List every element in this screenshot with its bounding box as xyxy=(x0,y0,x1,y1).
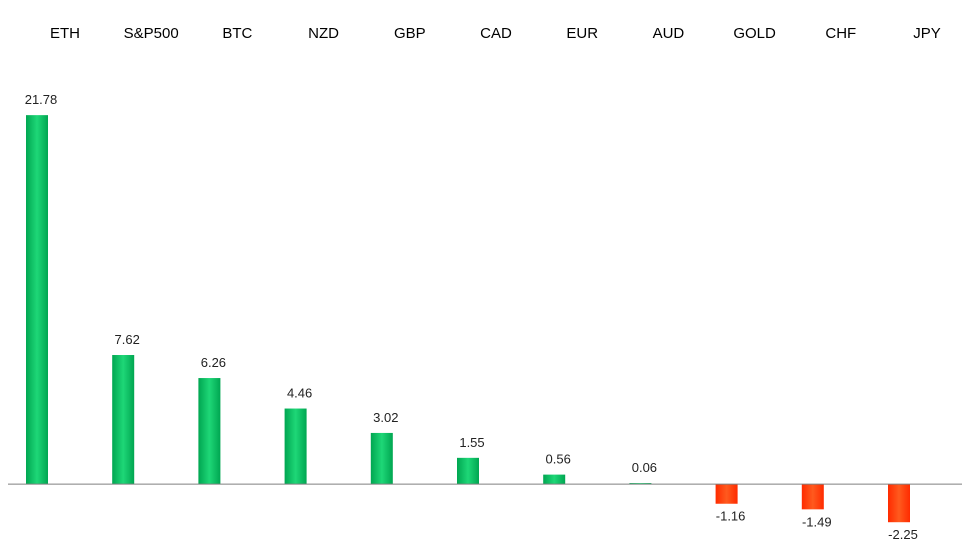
category-label-gold: GOLD xyxy=(733,25,776,42)
bar-s-p500 xyxy=(112,355,135,485)
value-label-gbp: 3.02 xyxy=(373,410,398,425)
category-label-gbp: GBP xyxy=(394,25,426,42)
bar-gold xyxy=(715,484,738,504)
value-label-gold: -1.16 xyxy=(716,509,746,524)
bar-aud xyxy=(629,483,652,485)
bar-btc xyxy=(198,378,221,485)
category-label-nzd: NZD xyxy=(308,25,339,42)
bar-cad xyxy=(457,457,479,485)
category-label-aud: AUD xyxy=(653,25,685,42)
value-label-chf: -1.49 xyxy=(802,514,832,529)
category-labels: ETH S&P500 BTC NZD GBP CAD EUR AUD GOLD CHF JPY xyxy=(50,25,941,42)
category-label-eur: EUR xyxy=(566,25,598,42)
bar-eth xyxy=(26,115,48,485)
value-label-eth: 21.78 xyxy=(25,92,58,107)
value-label-eur: 0.56 xyxy=(546,452,571,467)
value-label-jpy: -2.25 xyxy=(888,527,918,542)
value-label-btc: 6.26 xyxy=(201,355,226,370)
bar-chf xyxy=(801,484,824,510)
category-label-s-p500: S&P500 xyxy=(124,25,179,42)
bars xyxy=(26,115,910,523)
category-label-jpy: JPY xyxy=(913,25,941,42)
value-label-s-p500: 7.62 xyxy=(115,332,140,347)
category-label-btc: BTC xyxy=(222,25,252,42)
value-labels: 21.78 7.62 6.26 4.46 3.02 1.55 0.56 0.06 -1.16 -1… xyxy=(25,92,918,542)
bar-jpy xyxy=(888,484,910,523)
value-label-cad: 1.55 xyxy=(459,435,484,450)
bar-gbp xyxy=(370,432,393,485)
category-label-cad: CAD xyxy=(480,25,512,42)
category-label-eth: ETH xyxy=(50,25,80,42)
category-label-chf: CHF xyxy=(825,25,856,42)
bar-nzd xyxy=(284,408,307,485)
value-label-nzd: 4.46 xyxy=(287,386,312,401)
bar-eur xyxy=(543,474,566,485)
value-label-aud: 0.06 xyxy=(632,460,657,475)
